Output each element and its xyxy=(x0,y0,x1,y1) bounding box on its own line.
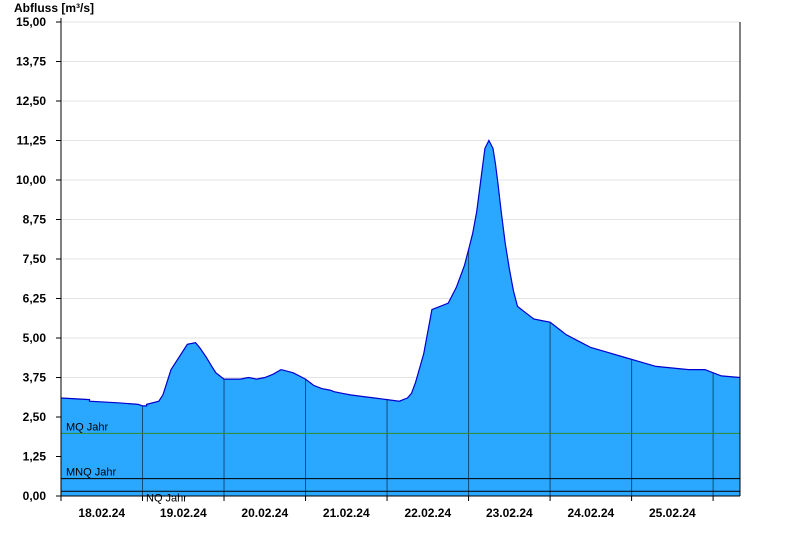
y-tick-label: 10,00 xyxy=(16,173,46,187)
discharge-line xyxy=(60,139,741,407)
x-tick-label: 19.02.24 xyxy=(160,506,207,520)
y-tick-label: 0,00 xyxy=(23,489,47,503)
x-tick-label: 21.02.24 xyxy=(323,506,370,520)
x-tick-label: 25.02.24 xyxy=(649,506,696,520)
reference-label: MNQ Jahr xyxy=(66,467,116,479)
vertical-gridlines xyxy=(142,249,714,496)
y-tick-label: 7,50 xyxy=(23,252,47,266)
y-tick-label: 8,75 xyxy=(23,213,47,227)
x-tick-label: 22.02.24 xyxy=(404,506,451,520)
y-axis-title: Abfluss [m³/s] xyxy=(14,1,94,15)
y-axis-ticks: 0,00 1,25 2,50 3,75 5,00 6,25 7,50 8,75 10,00 11,… xyxy=(16,15,61,503)
y-tick-label: 13,75 xyxy=(16,55,46,69)
reference-label: MQ Jahr xyxy=(66,421,109,433)
y-tick-label: 6,25 xyxy=(23,292,47,306)
y-tick-label: 1,25 xyxy=(23,450,47,464)
y-tick-label: 15,00 xyxy=(16,15,46,29)
y-tick-label: 3,75 xyxy=(23,371,47,385)
x-tick-label: 24.02.24 xyxy=(567,506,614,520)
reference-lines: MQ Jahr MNQ Jahr NQ Jahr xyxy=(61,421,740,504)
x-tick-label: 18.02.24 xyxy=(78,506,125,520)
y-tick-label: 12,50 xyxy=(16,94,46,108)
y-tick-label: 11,25 xyxy=(17,134,47,148)
x-tick-label: 23.02.24 xyxy=(486,506,533,520)
y-tick-label: 2,50 xyxy=(23,410,47,424)
x-tick-label: 20.02.24 xyxy=(241,506,288,520)
x-axis-ticks: 18.02.24 19.02.24 20.02.24 21.02.24 22.02.24… xyxy=(60,496,714,520)
axes xyxy=(60,18,741,497)
reference-label: NQ Jahr xyxy=(146,492,187,504)
y-tick-label: 5,00 xyxy=(23,331,47,345)
discharge-area xyxy=(61,140,740,496)
